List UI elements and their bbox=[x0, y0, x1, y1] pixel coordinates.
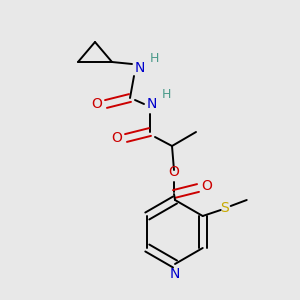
Text: N: N bbox=[170, 267, 180, 281]
Text: H: H bbox=[149, 52, 159, 64]
Text: N: N bbox=[135, 61, 145, 75]
Text: O: O bbox=[112, 131, 122, 145]
Text: H: H bbox=[161, 88, 171, 100]
Text: N: N bbox=[147, 97, 157, 111]
Text: O: O bbox=[92, 97, 102, 111]
Text: O: O bbox=[169, 165, 179, 179]
Text: O: O bbox=[202, 179, 212, 193]
Text: S: S bbox=[220, 201, 229, 215]
